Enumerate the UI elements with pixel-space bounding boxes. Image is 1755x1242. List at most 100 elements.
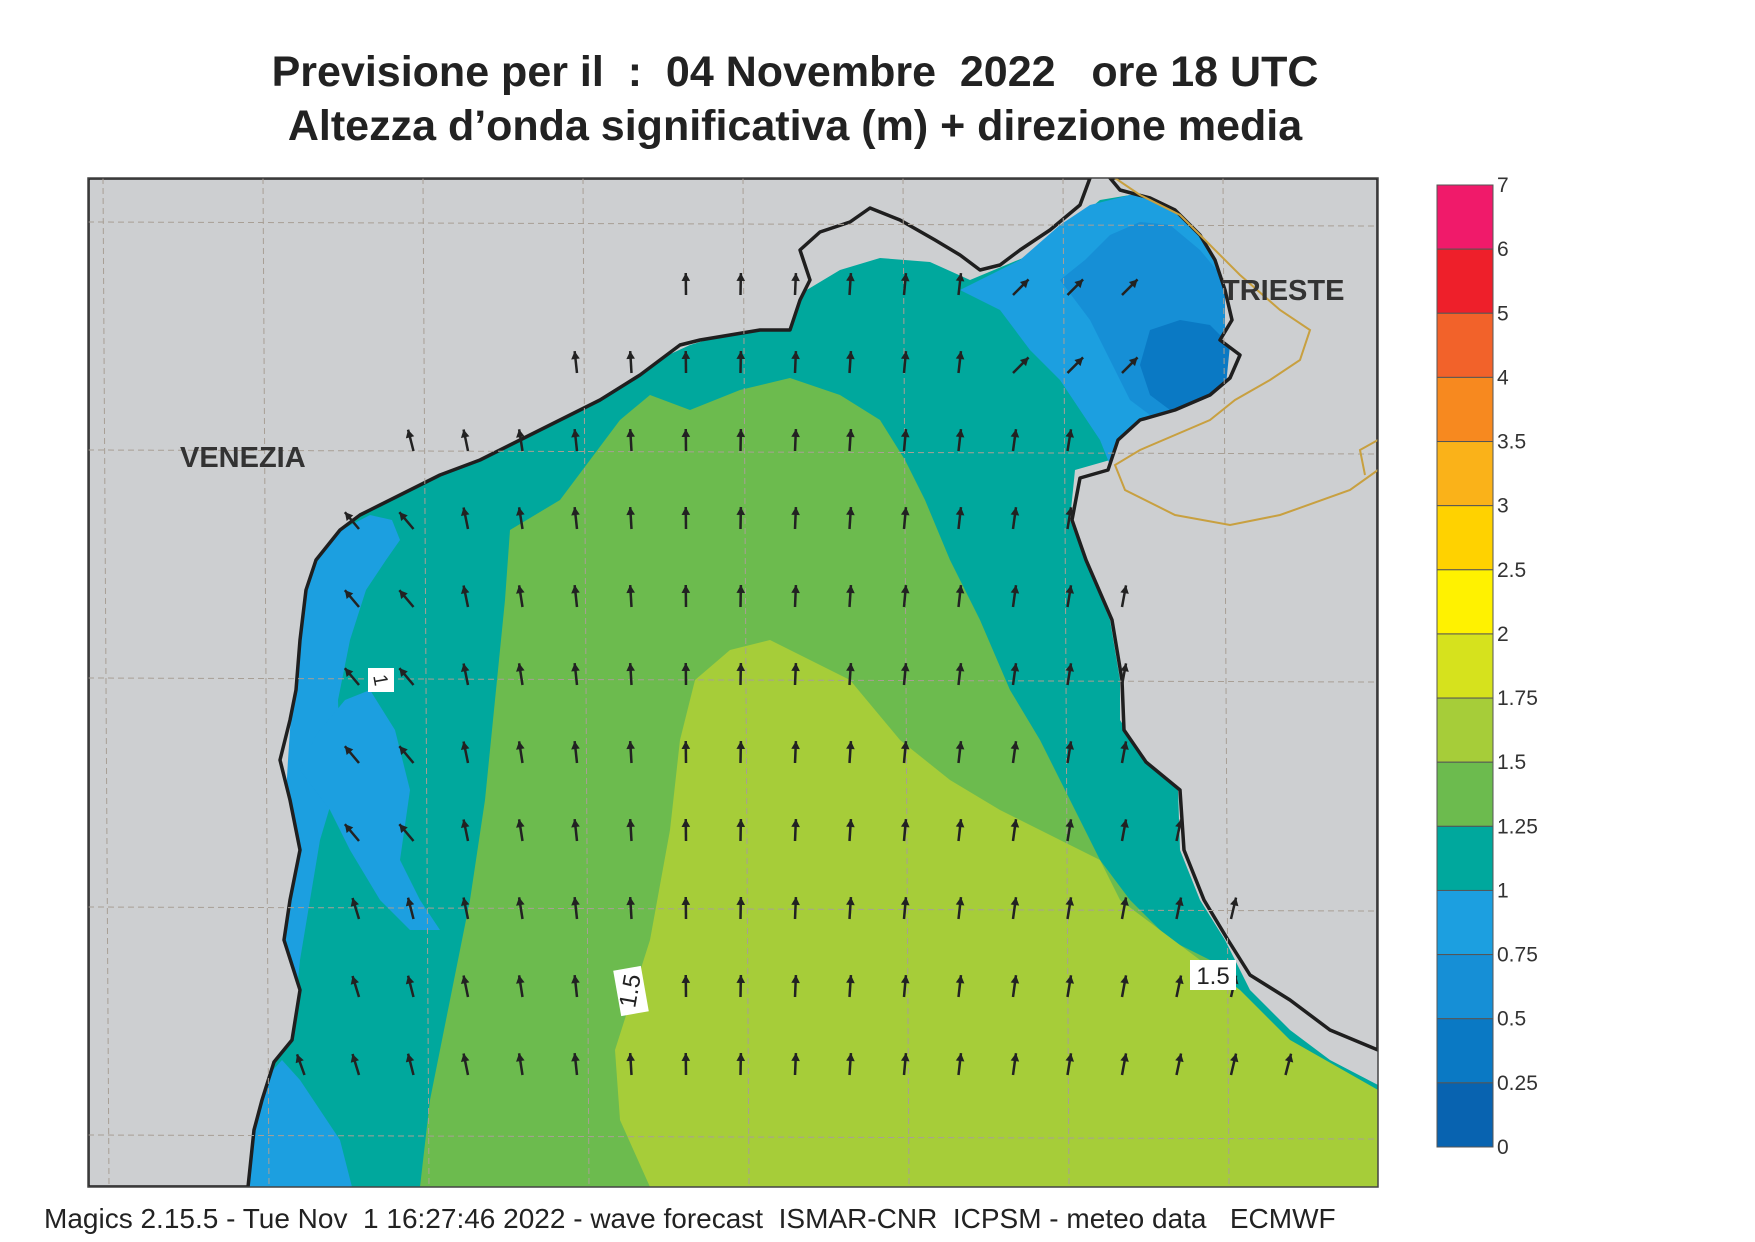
grid-meridian — [1222, 178, 1230, 1187]
legend-swatch — [1436, 248, 1494, 314]
grid-parallel — [88, 449, 1378, 455]
legend-swatch — [1436, 633, 1494, 699]
wave-direction-arrow — [571, 428, 580, 452]
wave-direction-arrow — [1229, 1053, 1239, 1076]
wave-direction-arrow — [571, 506, 580, 530]
wave-direction-arrow — [516, 507, 525, 530]
wave-direction-arrow — [736, 350, 746, 374]
grid-meridian — [102, 178, 110, 1187]
wave-direction-arrow — [571, 1052, 580, 1076]
wave-direction-arrow — [681, 350, 691, 374]
legend-swatch — [1436, 761, 1494, 827]
wave-direction-arrow — [1065, 975, 1075, 998]
legend-label: 3.5 — [1497, 431, 1526, 454]
wave-direction-arrow — [1012, 278, 1030, 296]
grid-meridian — [742, 178, 750, 1187]
wave-direction-arrow — [955, 350, 965, 374]
wave-direction-arrow — [846, 428, 855, 452]
wave-direction-arrow — [1010, 663, 1020, 686]
wave-direction-arrow — [398, 589, 415, 608]
wave-direction-arrow — [846, 896, 855, 920]
wave-direction-arrow — [516, 741, 525, 764]
wave-direction-arrow — [1175, 897, 1184, 920]
wave-direction-arrow — [405, 897, 415, 920]
wave-direction-arrow — [1010, 585, 1020, 608]
wave-direction-arrow — [571, 818, 580, 842]
wave-direction-arrow — [736, 896, 746, 920]
grid-meridian — [262, 178, 270, 1187]
grid-meridian — [582, 178, 590, 1187]
color-legend: 7 6 5 4 3.5 3 2.5 2 1.75 1.5 1.25 1 0.75 0.5 0.25 0 — [1436, 174, 1538, 1159]
wave-direction-arrow — [900, 584, 910, 608]
lat-lon-grid — [88, 178, 1378, 1187]
wave-direction-arrow — [900, 662, 910, 686]
wave-direction-arrow — [405, 429, 415, 452]
legend-swatch — [1436, 376, 1494, 443]
legend-label: 5 — [1497, 302, 1509, 325]
legend-label: 3 — [1497, 495, 1509, 518]
svg-text:1.5: 1.5 — [614, 972, 646, 1010]
wave-direction-arrow — [516, 975, 525, 998]
wave-direction-arrow — [681, 896, 691, 920]
footer-credits: Magics 2.15.5 - Tue Nov 1 16:27:46 2022 … — [44, 1203, 1336, 1234]
state-border-2 — [1358, 439, 1378, 476]
wave-direction-arrow — [1010, 429, 1020, 452]
wave-direction-arrow — [1012, 356, 1030, 374]
legend-swatch — [1436, 569, 1494, 635]
wave-direction-arrow — [405, 1053, 415, 1076]
wave-direction-arrow — [1066, 356, 1084, 374]
wave-direction-arrow — [846, 584, 855, 608]
legend-swatch — [1436, 825, 1494, 891]
grid-parallel — [88, 677, 1378, 683]
wave-direction-arrow — [626, 1052, 635, 1076]
wave-direction-arrow — [955, 1052, 965, 1076]
wave-direction-arrow — [516, 1053, 525, 1076]
wave-direction-arrow — [626, 506, 635, 530]
wave-direction-arrow — [1010, 507, 1020, 530]
wave-direction-arrow — [900, 974, 910, 998]
wave-direction-arrow — [1121, 356, 1139, 374]
legend-label: 0.75 — [1497, 944, 1538, 967]
wave-direction-arrow — [1175, 975, 1184, 998]
wave-direction-arrow — [1065, 507, 1075, 530]
wave-direction-arrow — [1120, 897, 1129, 920]
wave-direction-arrow — [791, 272, 800, 296]
wave-direction-arrow — [405, 975, 415, 998]
place-label-venezia: VENEZIA — [180, 442, 306, 474]
wave-direction-arrow — [460, 507, 470, 530]
forecast-subtitle: Altezza d’onda significativa (m) + direz… — [287, 102, 1303, 150]
wave-direction-arrow — [460, 897, 470, 920]
wave-direction-arrow — [626, 584, 635, 608]
band-0.25-0.5-northeast — [1140, 320, 1230, 410]
wave-direction-arrow — [571, 974, 580, 998]
wave-direction-arrow — [791, 740, 800, 764]
wave-direction-arrow — [736, 272, 746, 296]
wave-direction-arrow — [626, 428, 635, 452]
wave-direction-arrow — [736, 818, 746, 842]
wave-direction-arrow — [900, 896, 910, 920]
wave-direction-arrow — [955, 428, 965, 452]
legend-label: 1 — [1497, 879, 1509, 902]
wave-direction-arrow — [343, 745, 360, 764]
legend-swatch — [1436, 184, 1494, 250]
wave-direction-arrow — [398, 745, 415, 764]
wave-direction-arrow — [955, 272, 965, 296]
wave-direction-arrow — [460, 741, 470, 764]
wave-direction-arrow — [1065, 1053, 1075, 1076]
grid-parallel — [88, 1134, 1378, 1140]
wave-direction-arrow — [1120, 1053, 1129, 1076]
wave-direction-arrow — [791, 818, 800, 842]
wave-direction-arrow — [350, 975, 361, 998]
wave-direction-arrow — [681, 506, 691, 530]
wave-direction-arrow — [343, 823, 360, 842]
wave-direction-arrow — [1010, 975, 1020, 998]
wave-direction-arrow — [626, 896, 635, 920]
forecast-title: Previsione per il : 04 Novembre 2022 ore… — [271, 48, 1319, 96]
wave-direction-arrow — [1010, 741, 1020, 764]
wave-direction-arrow — [1121, 278, 1139, 296]
grid-meridian — [422, 178, 430, 1187]
wave-direction-arrow — [791, 428, 800, 452]
wave-direction-arrow — [460, 975, 470, 998]
wave-direction-arrow — [955, 818, 965, 842]
